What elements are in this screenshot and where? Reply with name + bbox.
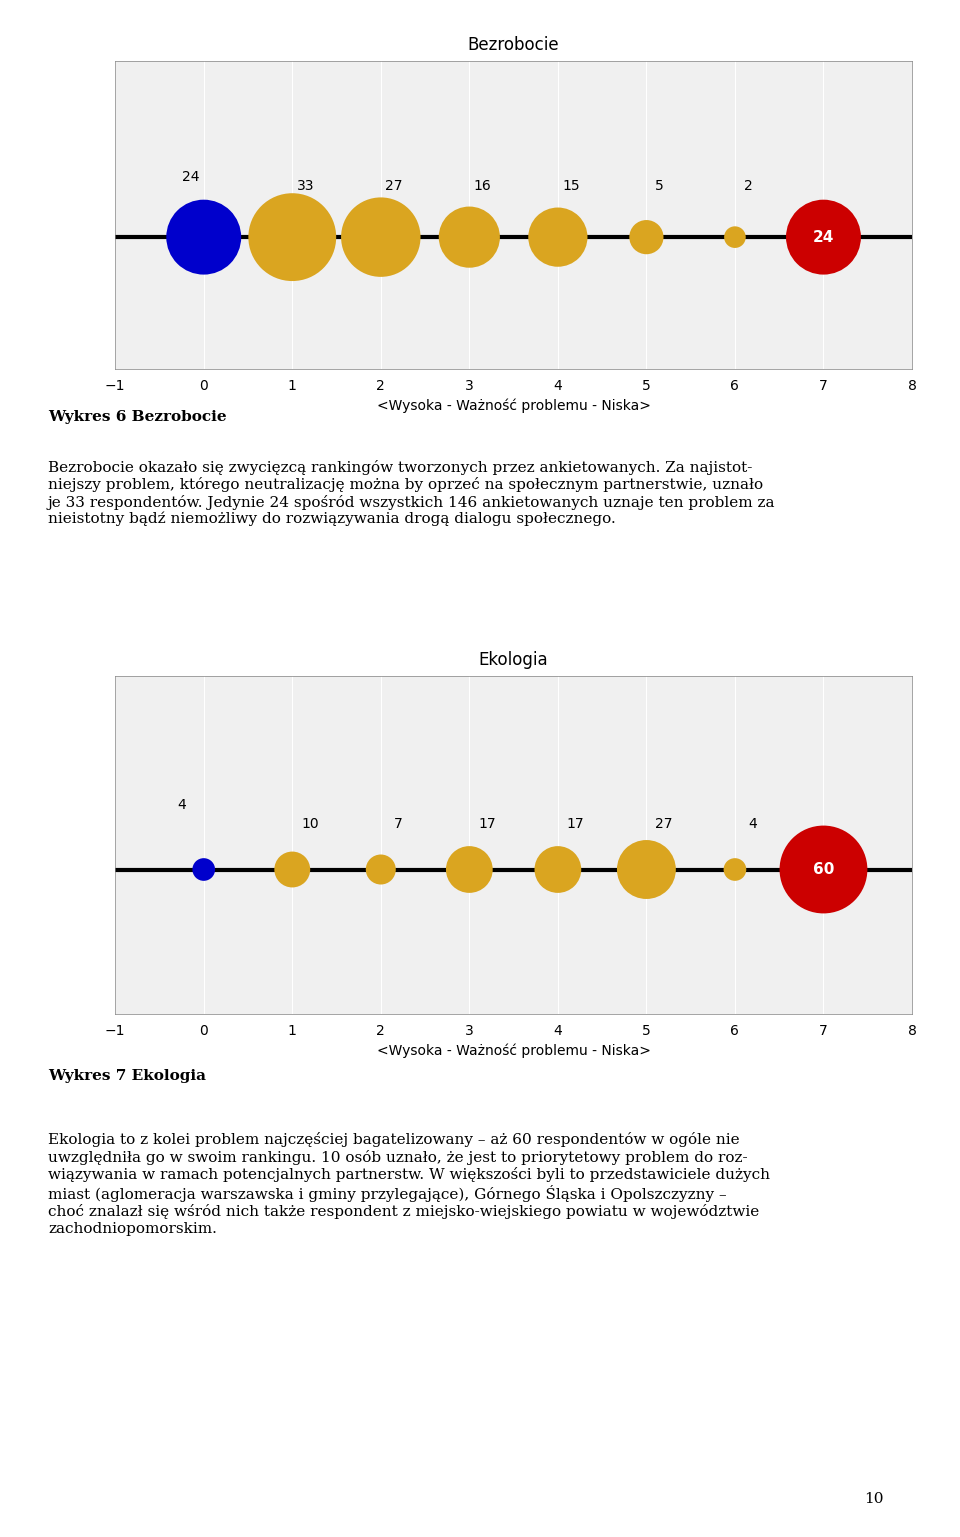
- Text: 4: 4: [748, 816, 757, 832]
- Text: 17: 17: [478, 816, 496, 832]
- Text: 27: 27: [656, 816, 673, 832]
- Title: Ekologia: Ekologia: [479, 652, 548, 669]
- Title: Bezrobocie: Bezrobocie: [468, 37, 560, 54]
- Point: [816, 224, 831, 249]
- Point: [284, 224, 300, 249]
- Text: 24: 24: [181, 171, 200, 184]
- Text: 27: 27: [385, 180, 403, 194]
- Point: [550, 858, 565, 882]
- Text: 17: 17: [566, 816, 585, 832]
- Point: [728, 224, 743, 249]
- Text: Ekologia to z kolei problem najczęściej bagatelizowany – aż 60 respondentów w og: Ekologia to z kolei problem najczęściej …: [48, 1133, 770, 1236]
- Point: [728, 858, 743, 882]
- Point: [550, 224, 565, 249]
- Point: [638, 858, 654, 882]
- Point: [373, 224, 389, 249]
- Point: [462, 858, 477, 882]
- Text: 16: 16: [473, 180, 492, 194]
- Point: [196, 224, 211, 249]
- X-axis label: <Wysoka - Ważność problemu - Niska>: <Wysoka - Ważność problemu - Niska>: [376, 1044, 651, 1057]
- Text: 60: 60: [813, 862, 834, 878]
- Text: 24: 24: [813, 229, 834, 244]
- Text: 7: 7: [395, 816, 403, 832]
- Text: Wykres 7 Ekologia: Wykres 7 Ekologia: [48, 1068, 206, 1082]
- Text: 33: 33: [297, 180, 314, 194]
- Point: [816, 858, 831, 882]
- Point: [284, 858, 300, 882]
- Text: Wykres 6 Bezrobocie: Wykres 6 Bezrobocie: [48, 410, 227, 424]
- Text: Bezrobocie okazało się zwycięzcą rankingów tworzonych przez ankietowanych. Za na: Bezrobocie okazało się zwycięzcą ranking…: [48, 460, 776, 527]
- Text: 2: 2: [744, 180, 753, 194]
- Text: 10: 10: [864, 1491, 883, 1506]
- Text: 5: 5: [656, 180, 664, 194]
- Text: 10: 10: [301, 816, 319, 832]
- Point: [638, 224, 654, 249]
- Point: [373, 858, 389, 882]
- X-axis label: <Wysoka - Ważność problemu - Niska>: <Wysoka - Ważność problemu - Niska>: [376, 398, 651, 412]
- Text: 15: 15: [563, 180, 580, 194]
- Text: 4: 4: [178, 798, 186, 812]
- Point: [462, 224, 477, 249]
- Point: [196, 858, 211, 882]
